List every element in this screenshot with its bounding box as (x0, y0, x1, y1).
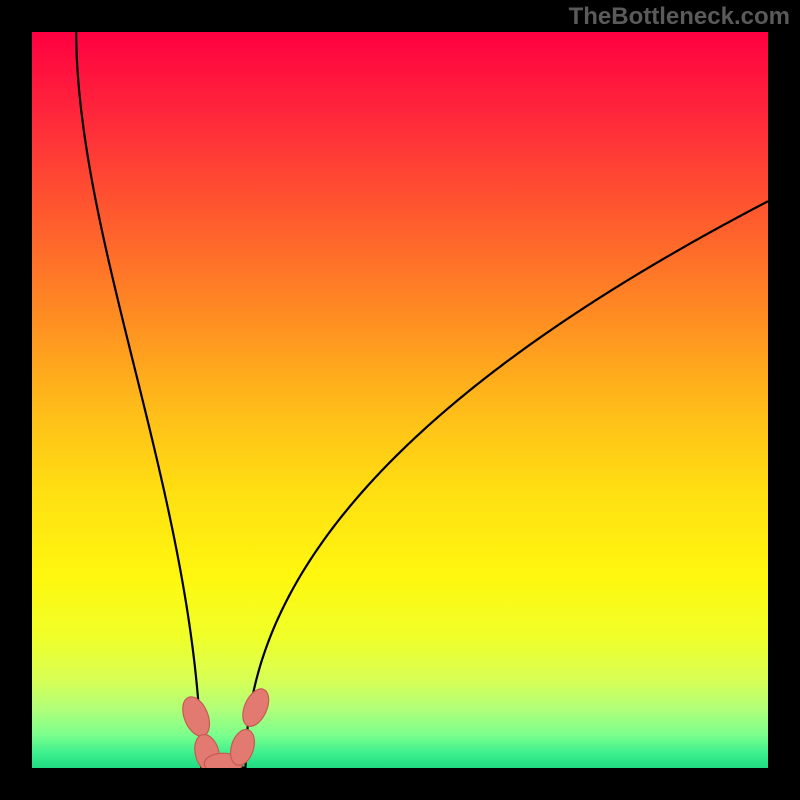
plot-area (32, 32, 768, 768)
plot-svg (32, 32, 768, 768)
watermark-text: TheBottleneck.com (569, 3, 790, 31)
chart-frame: TheBottleneck.com (0, 0, 800, 800)
